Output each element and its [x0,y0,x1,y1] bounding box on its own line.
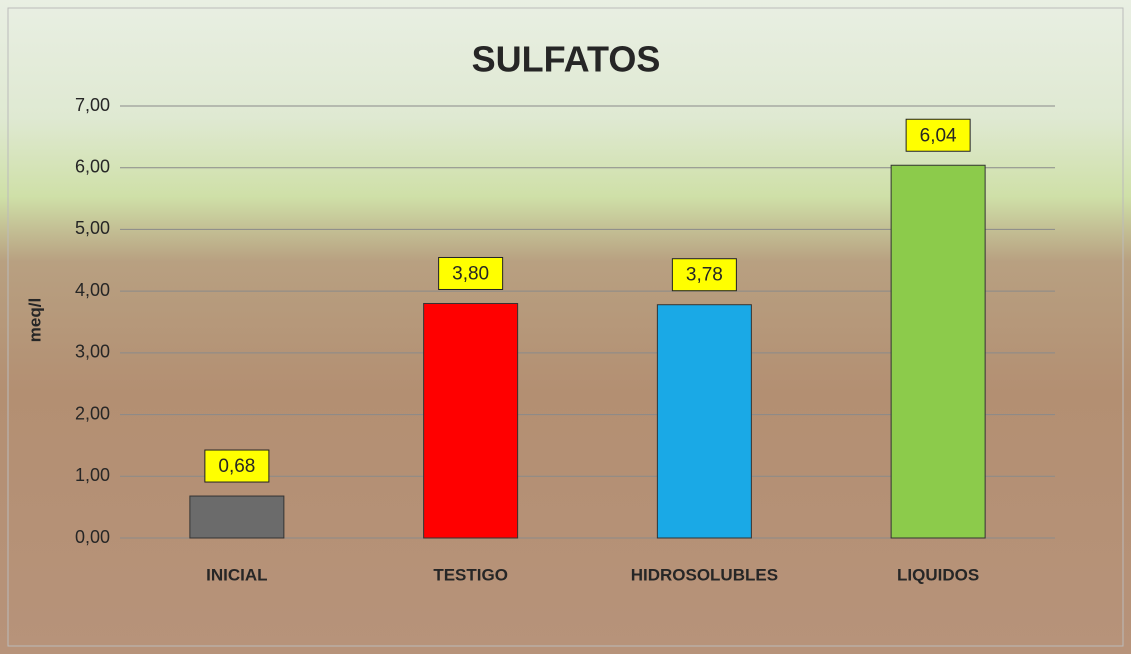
x-tick-label: LIQUIDOS [897,565,979,584]
y-tick-label: 2,00 [75,403,110,423]
value-label-box [905,118,971,152]
value-label: 3,78 [686,265,723,286]
value-label: 0,68 [218,456,255,477]
y-tick-label: 7,00 [75,95,110,115]
value-label-box [671,258,737,292]
y-tick-label: 3,00 [75,342,110,362]
y-axis-label: meq/l [25,298,44,342]
value-label: 3,80 [452,264,489,285]
y-tick-label: 1,00 [75,465,110,485]
bar [656,304,752,539]
bar [189,495,285,539]
y-tick-label: 5,00 [75,218,110,238]
x-tick-label: INICIAL [206,565,267,584]
bar [890,164,986,539]
chart-title: SULFATOS [472,39,661,80]
frame [7,7,1124,647]
bar [423,302,519,539]
x-tick-label: HIDROSOLUBLES [631,565,778,584]
x-tick-label: TESTIGO [433,565,508,584]
value-label-box [204,449,270,483]
y-tick-label: 6,00 [75,156,110,176]
y-tick-label: 0,00 [75,527,110,547]
value-label-box [438,256,504,290]
value-label: 6,04 [920,125,957,146]
y-tick-label: 4,00 [75,280,110,300]
